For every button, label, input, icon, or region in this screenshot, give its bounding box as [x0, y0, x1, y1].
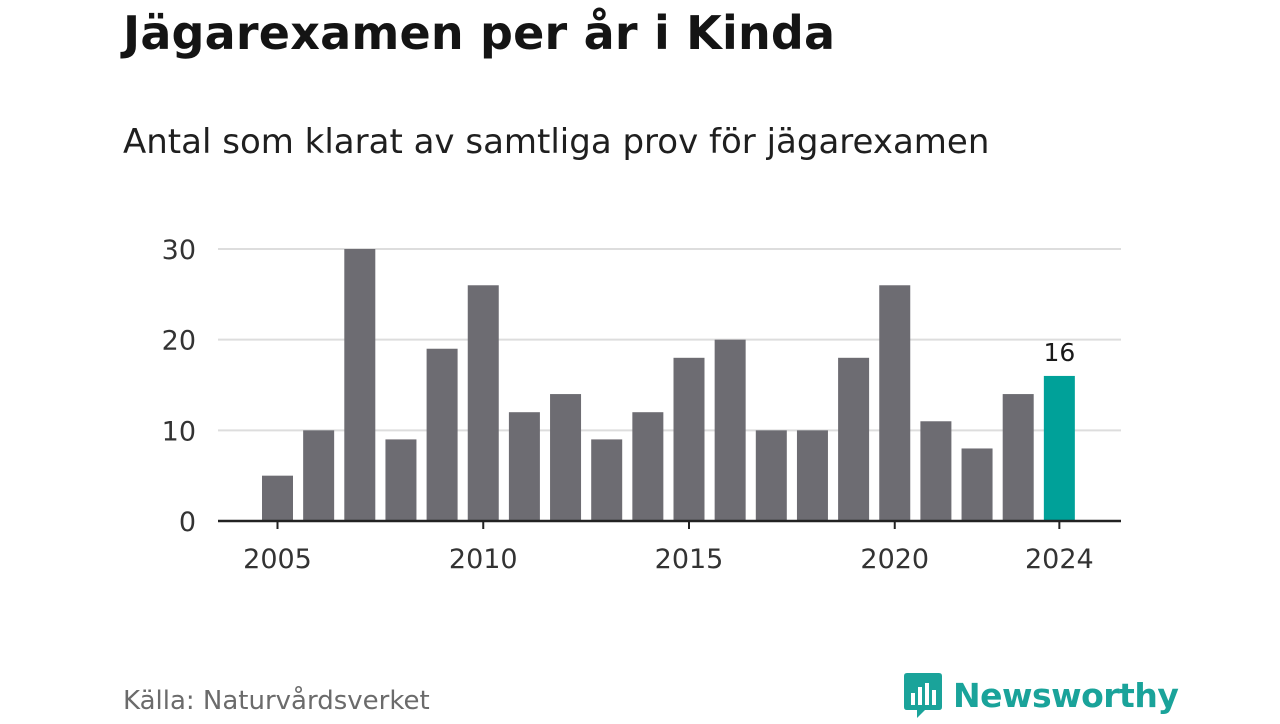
- bar: [1002, 394, 1034, 521]
- bar: [467, 285, 499, 521]
- bar: [344, 249, 376, 521]
- y-tick-label: 0: [179, 507, 196, 538]
- x-tick-label: 2015: [655, 544, 724, 575]
- x-tick-label: 2024: [1025, 544, 1094, 575]
- bar: [426, 348, 458, 521]
- brand-logo: Newsworthy: [903, 671, 1179, 719]
- chart-subtitle: Antal som klarat av samtliga prov för jä…: [123, 122, 990, 162]
- x-tick-label: 2010: [449, 544, 518, 575]
- y-tick-label: 10: [162, 416, 196, 447]
- bar: [632, 412, 664, 521]
- bar: [920, 421, 952, 521]
- bar: [961, 448, 993, 521]
- bar: [385, 439, 417, 521]
- bar: [796, 430, 828, 521]
- chart-title: Jägarexamen per år i Kinda: [123, 6, 836, 60]
- brand-name: Newsworthy: [953, 675, 1179, 715]
- data-label: 16: [1043, 338, 1075, 367]
- bar: [262, 475, 293, 521]
- y-tick-label: 20: [162, 326, 196, 357]
- highlight-bar: [1043, 375, 1075, 521]
- bar: [838, 357, 870, 521]
- x-tick-label: 2020: [860, 544, 929, 575]
- bar-chart-speech-bubble-icon: [904, 673, 942, 718]
- bar: [591, 439, 623, 521]
- bar: [508, 412, 540, 521]
- bar: [714, 339, 746, 521]
- bar: [755, 430, 787, 521]
- source-note: Källa: Naturvårdsverket: [123, 686, 430, 716]
- y-tick-label: 30: [162, 235, 196, 266]
- bar: [550, 394, 582, 521]
- bar: [879, 285, 911, 521]
- x-tick-label: 2005: [243, 544, 312, 575]
- bar: [303, 430, 335, 521]
- bar: [673, 357, 705, 521]
